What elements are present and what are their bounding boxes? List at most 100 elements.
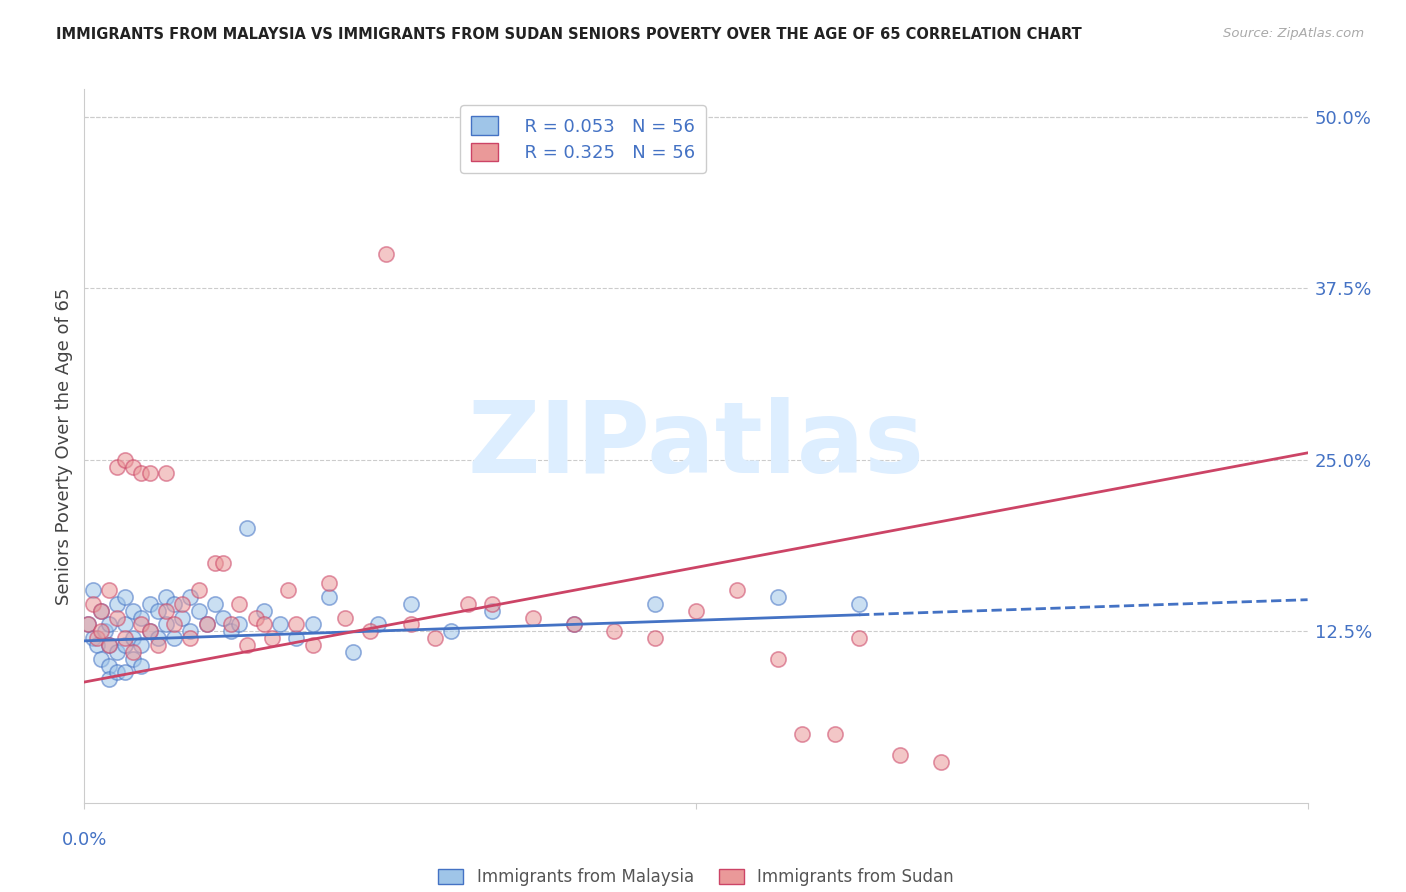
Point: [212, 610, 235, 624]
Point: [359, 624, 381, 639]
Point: [685, 604, 707, 618]
Point: [105, 459, 128, 474]
Text: IMMIGRANTS FROM MALAYSIA VS IMMIGRANTS FROM SUDAN SENIORS POVERTY OVER THE AGE O: IMMIGRANTS FROM MALAYSIA VS IMMIGRANTS F…: [56, 27, 1083, 42]
Point: [138, 624, 160, 639]
Point: [138, 624, 160, 639]
Point: [155, 617, 177, 632]
Point: [146, 604, 169, 618]
Point: [195, 617, 218, 632]
Point: [131, 617, 153, 632]
Point: [187, 604, 209, 618]
Point: [277, 583, 299, 598]
Point: [138, 467, 160, 481]
Point: [212, 556, 235, 570]
Point: [562, 617, 585, 632]
Point: [179, 624, 201, 639]
Point: [440, 624, 463, 639]
Point: [399, 597, 422, 611]
Point: [90, 604, 112, 618]
Point: [122, 651, 145, 665]
Point: [163, 597, 186, 611]
Point: [481, 604, 503, 618]
Point: [187, 583, 209, 598]
Point: [790, 727, 813, 741]
Point: [219, 617, 242, 632]
Point: [114, 638, 136, 652]
Point: [155, 590, 177, 604]
Point: [172, 597, 194, 611]
Point: [90, 624, 112, 639]
Point: [766, 651, 789, 665]
Point: [301, 617, 323, 632]
Y-axis label: Seniors Poverty Over the Age of 65: Seniors Poverty Over the Age of 65: [55, 287, 73, 605]
Point: [97, 638, 120, 652]
Point: [82, 597, 104, 611]
Point: [93, 624, 117, 639]
Point: [301, 638, 323, 652]
Point: [644, 631, 666, 645]
Point: [457, 597, 479, 611]
Point: [97, 638, 120, 652]
Point: [138, 597, 160, 611]
Legend: Immigrants from Malaysia, Immigrants from Sudan: Immigrants from Malaysia, Immigrants fro…: [432, 861, 960, 892]
Point: [86, 638, 108, 652]
Text: ZIPatlas: ZIPatlas: [468, 398, 924, 494]
Point: [399, 617, 422, 632]
Point: [122, 604, 145, 618]
Point: [105, 665, 128, 680]
Point: [236, 638, 259, 652]
Point: [824, 727, 846, 741]
Point: [77, 617, 100, 632]
Point: [97, 673, 120, 687]
Point: [114, 665, 136, 680]
Point: [146, 631, 169, 645]
Point: [848, 597, 870, 611]
Point: [97, 583, 120, 598]
Point: [114, 631, 136, 645]
Point: [367, 617, 389, 632]
Point: [97, 617, 120, 632]
Point: [236, 521, 259, 535]
Point: [77, 617, 100, 632]
Point: [155, 604, 177, 618]
Point: [122, 459, 145, 474]
Point: [644, 597, 666, 611]
Point: [766, 590, 789, 604]
Point: [131, 658, 153, 673]
Point: [848, 631, 870, 645]
Point: [163, 617, 186, 632]
Point: [131, 467, 153, 481]
Point: [105, 597, 128, 611]
Point: [97, 658, 120, 673]
Point: [285, 617, 308, 632]
Text: Source: ZipAtlas.com: Source: ZipAtlas.com: [1223, 27, 1364, 40]
Point: [90, 651, 112, 665]
Point: [228, 597, 250, 611]
Point: [889, 747, 911, 762]
Point: [131, 638, 153, 652]
Point: [114, 617, 136, 632]
Point: [163, 631, 186, 645]
Point: [114, 452, 136, 467]
Point: [269, 617, 291, 632]
Point: [228, 617, 250, 632]
Point: [90, 604, 112, 618]
Point: [204, 556, 226, 570]
Point: [253, 617, 276, 632]
Point: [105, 645, 128, 659]
Point: [204, 597, 226, 611]
Point: [522, 610, 544, 624]
Point: [318, 590, 340, 604]
Text: 0.0%: 0.0%: [62, 831, 107, 849]
Point: [172, 610, 194, 624]
Point: [725, 583, 748, 598]
Point: [481, 597, 503, 611]
Point: [929, 755, 952, 769]
Point: [82, 631, 104, 645]
Point: [122, 631, 145, 645]
Point: [195, 617, 218, 632]
Point: [219, 624, 242, 639]
Point: [105, 610, 128, 624]
Point: [86, 631, 108, 645]
Point: [423, 631, 446, 645]
